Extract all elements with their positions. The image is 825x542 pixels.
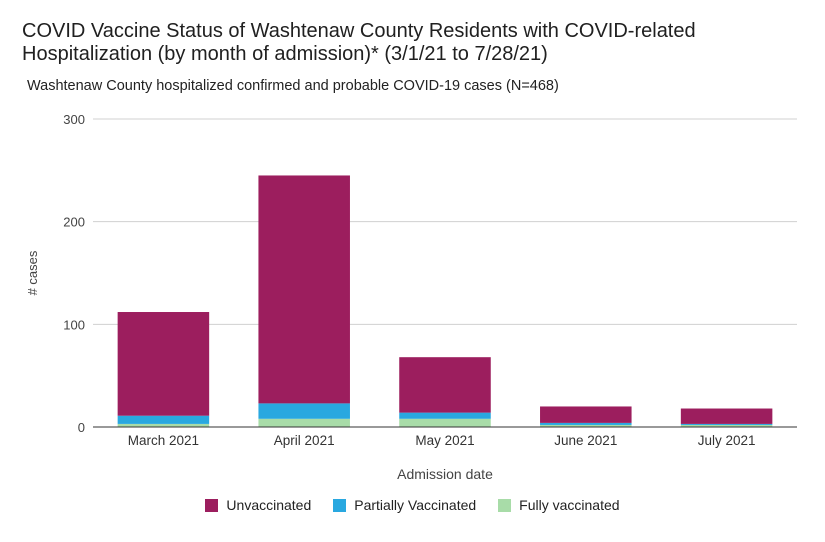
bar-segment bbox=[540, 424, 632, 427]
chart-title: COVID Vaccine Status of Washtenaw County… bbox=[22, 20, 696, 65]
bar-segment bbox=[540, 406, 632, 423]
bar-segment bbox=[399, 418, 491, 427]
legend-label: Partially Vaccinated bbox=[354, 497, 477, 513]
legend-label: Fully vaccinated bbox=[519, 497, 620, 513]
x-axis-label: Admission date bbox=[397, 466, 493, 482]
bar-segment bbox=[258, 418, 350, 427]
legend: Unvaccinated Partially Vaccinated Fully va… bbox=[0, 497, 825, 513]
bar-segment bbox=[117, 312, 210, 416]
y-axis-label: # cases bbox=[25, 250, 40, 295]
x-tick-label: July 2021 bbox=[698, 433, 756, 448]
x-tick-label: March 2021 bbox=[128, 433, 199, 448]
bar-segment bbox=[399, 357, 491, 413]
x-tick-label: April 2021 bbox=[274, 433, 335, 448]
legend-item: Fully vaccinated bbox=[498, 497, 620, 513]
legend-swatch bbox=[333, 498, 347, 512]
y-tick-label: 100 bbox=[63, 317, 85, 332]
y-tick-labels: 0 100 200 300 bbox=[63, 112, 85, 435]
x-tick-labels: March 2021 April 2021 May 2021 June 2021 Jul… bbox=[128, 433, 756, 448]
bar-chart: 0 100 200 300 March 2021 April 2021 May 2021 J… bbox=[25, 112, 797, 482]
legend-swatch bbox=[205, 498, 219, 512]
legend-item: Unvaccinated bbox=[205, 497, 311, 513]
bar-segment bbox=[258, 175, 350, 404]
bar-segment bbox=[680, 408, 773, 424]
bar-segment bbox=[117, 415, 210, 424]
legend-label: Unvaccinated bbox=[226, 497, 312, 513]
x-tick-label: June 2021 bbox=[554, 433, 617, 448]
bars bbox=[117, 175, 773, 427]
legend-item: Partially Vaccinated bbox=[333, 497, 476, 513]
gridlines bbox=[93, 118, 797, 325]
bar-segment bbox=[399, 412, 491, 419]
bar-segment bbox=[540, 422, 632, 425]
bar-segment bbox=[680, 423, 773, 425]
x-tick-label: May 2021 bbox=[415, 433, 474, 448]
bar-segment bbox=[258, 403, 350, 419]
y-tick-label: 200 bbox=[63, 215, 85, 230]
chart-subtitle: Washtenaw County hospitalized confirmed … bbox=[27, 78, 559, 94]
y-tick-label: 0 bbox=[78, 420, 85, 435]
bar-segment bbox=[680, 424, 773, 427]
legend-swatch bbox=[498, 498, 512, 512]
y-tick-label: 300 bbox=[63, 112, 85, 127]
bar-segment bbox=[117, 423, 210, 427]
